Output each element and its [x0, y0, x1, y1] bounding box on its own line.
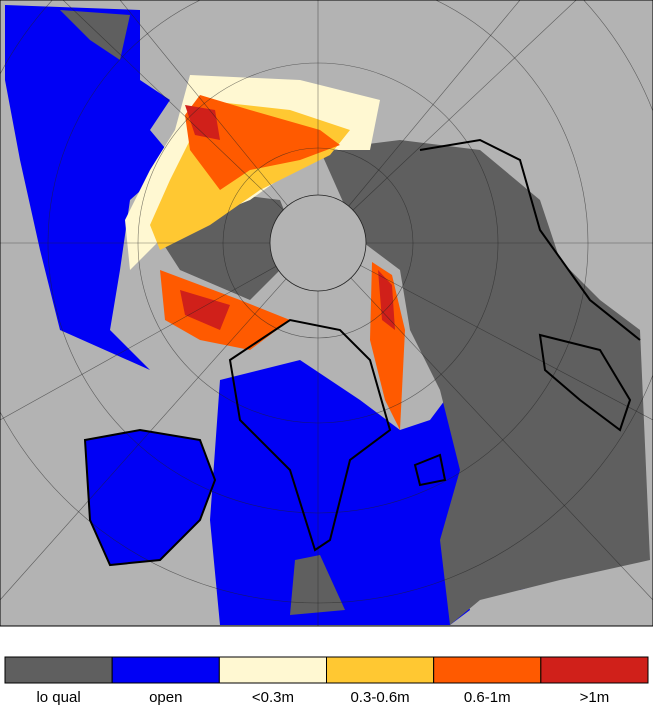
open-water [85, 430, 215, 565]
legend-label: <0.3m [252, 689, 294, 706]
coastline [538, 333, 632, 432]
map-frame [0, 0, 653, 627]
low-quality [320, 140, 650, 625]
legend-swatch [433, 656, 542, 684]
graticule [0, 0, 653, 626]
coastline [413, 453, 447, 487]
ice-very-thick [180, 290, 230, 330]
legend-label: lo qual [36, 689, 80, 706]
pole-hole [269, 194, 367, 292]
ice-very-thick [378, 270, 395, 330]
open-water [5, 5, 175, 370]
legend-label: 0.6-1m [464, 689, 511, 706]
ice-thick [185, 95, 340, 190]
ice-very-thick [185, 105, 220, 140]
legend-swatch [326, 656, 435, 684]
legend-swatch [540, 656, 649, 684]
coastline [83, 428, 217, 567]
ice-thick [370, 262, 405, 430]
greenland [228, 318, 392, 552]
legend-label: >1m [580, 689, 610, 706]
legend-label: open [149, 689, 182, 706]
legend-swatch [4, 656, 113, 684]
low-quality [290, 555, 345, 615]
map [0, 0, 653, 627]
legend-label: 0.3-0.6m [350, 689, 409, 706]
coastline [419, 138, 641, 341]
legend-swatch [111, 656, 220, 684]
legend-swatch [218, 656, 327, 684]
open-water [210, 360, 470, 625]
legend: lo qual open <0.3m 0.3-0.6m 0.6-1m >1m [4, 656, 649, 706]
